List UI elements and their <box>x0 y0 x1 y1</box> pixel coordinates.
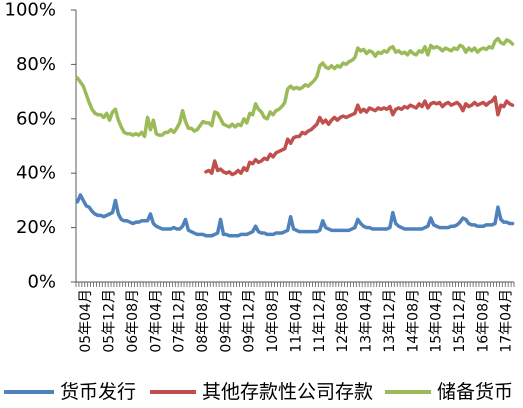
x-tick-label: 08年08月 <box>195 289 211 353</box>
y-tick-label: 0% <box>27 272 56 293</box>
x-tick-label: 07年12月 <box>172 289 188 353</box>
x-tick-label: 10年08月 <box>265 289 281 353</box>
series-line-other-depository-deposits <box>204 95 515 177</box>
y-axis-tick-marks <box>71 9 76 283</box>
y-tick-label: 100% <box>5 0 56 21</box>
x-tick-label: 15年12月 <box>452 289 468 353</box>
x-tick-label: 11年04月 <box>288 289 304 353</box>
x-tick-label: 16年08月 <box>475 289 491 353</box>
x-tick-label: 11年12月 <box>312 289 328 353</box>
x-tick-label: 12年08月 <box>335 289 351 353</box>
legend: 货币发行 其他存款性公司存款 储备货币 <box>4 381 513 403</box>
x-tick-label: 05年12月 <box>102 289 118 353</box>
x-tick-label: 06年08月 <box>125 289 141 353</box>
x-tick-label: 09年12月 <box>242 289 258 353</box>
x-axis-tick-marks <box>75 282 515 287</box>
x-tick-label: 13年04月 <box>359 289 375 353</box>
plot-series <box>75 36 515 238</box>
x-tick-label: 05年04月 <box>78 289 94 353</box>
x-tick-label: 13年12月 <box>382 289 398 353</box>
series-line-currency-issue <box>75 193 515 238</box>
x-axis-tick-labels: 05年04月 05年12月 06年08月 07年04月 07年12月 08年08月 09年0… <box>78 289 514 353</box>
x-tick-label: 17年04月 <box>499 289 515 353</box>
x-tick-label: 07年04月 <box>148 289 164 353</box>
y-tick-label: 60% <box>16 108 56 129</box>
x-tick-label: 14年08月 <box>405 289 421 353</box>
y-axis-tick-labels: 0% 20% 40% 60% 80% 100% <box>5 0 56 293</box>
y-tick-label: 80% <box>16 54 56 75</box>
series-line-reserve-money <box>75 36 515 139</box>
x-tick-label: 09年04月 <box>218 289 234 353</box>
x-tick-label: 15年04月 <box>429 289 445 353</box>
legend-label-currency-issue: 货币发行 <box>60 381 136 403</box>
legend-label-reserve-money: 储备货币 <box>437 381 513 403</box>
y-tick-label: 40% <box>16 163 56 184</box>
legend-label-other-depository-deposits: 其他存款性公司存款 <box>202 381 373 403</box>
y-tick-label: 20% <box>16 217 56 238</box>
